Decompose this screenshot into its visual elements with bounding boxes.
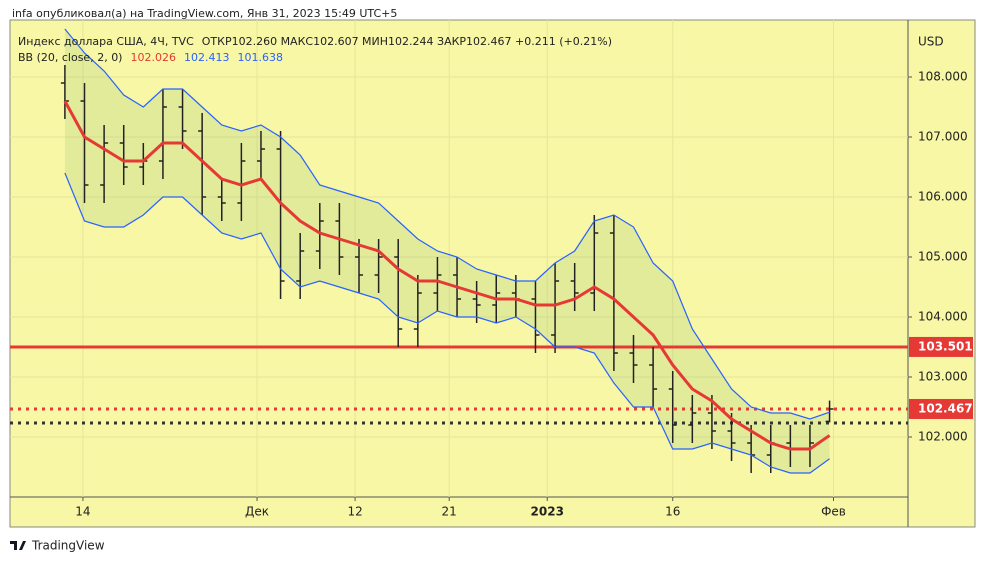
y-tick-label: 108.000 bbox=[918, 70, 968, 84]
price-tag bbox=[909, 398, 973, 419]
band-fill bbox=[64, 29, 830, 473]
y-unit: USD bbox=[918, 35, 944, 49]
footer-brand: TradingView bbox=[31, 539, 105, 553]
legend-value: 101.638 bbox=[237, 51, 283, 64]
price-tag bbox=[909, 336, 973, 357]
price-tag-label: 102.467 bbox=[918, 401, 973, 415]
byline: infa опубликовал(а) на TradingView.com, … bbox=[12, 7, 397, 20]
y-tick-label: 102.000 bbox=[918, 430, 968, 444]
x-tick-label: 2023 bbox=[531, 505, 564, 519]
band-basis bbox=[63, 100, 831, 451]
band-upper bbox=[64, 28, 830, 420]
logo bbox=[10, 541, 26, 550]
legend-line: Индекс доллара США, 4Ч, TVC ОТКР102.260 М… bbox=[18, 35, 612, 48]
band-lower bbox=[64, 172, 830, 474]
x-tick-label: 14 bbox=[75, 505, 90, 519]
legend-value: 102.413 bbox=[184, 51, 230, 64]
plot-area: 102.000 103.000 104.000 105.000 106.000 107.0… bbox=[9, 19, 976, 528]
y-tick-label: 107.000 bbox=[918, 130, 968, 144]
x-tick-label: Дек bbox=[245, 505, 269, 519]
legend-indicator: BB (20, close, 2, 0) bbox=[18, 51, 122, 64]
y-tick-label: 106.000 bbox=[918, 190, 968, 204]
legend-symbol: Индекс доллара США, 4Ч, TVC bbox=[18, 35, 194, 48]
legend-ohlc: ОТКР102.260 МАКС102.607 МИН102.244 ЗАКР1… bbox=[202, 35, 612, 48]
y-tick-label: 105.000 bbox=[918, 250, 968, 264]
x-tick-label: Фев bbox=[821, 505, 846, 519]
x-tick-label: 16 bbox=[665, 505, 680, 519]
legend-line: BB (20, close, 2, 0) 102.026 102.413 101.63… bbox=[18, 51, 283, 64]
legend-value: 102.026 bbox=[130, 51, 176, 64]
y-tick-label: 104.000 bbox=[918, 310, 968, 324]
price-tag-label: 103.501 bbox=[918, 339, 973, 353]
y-tick-label: 103.000 bbox=[918, 370, 968, 384]
x-tick-label: 12 bbox=[347, 505, 362, 519]
x-tick-label: 21 bbox=[442, 505, 457, 519]
